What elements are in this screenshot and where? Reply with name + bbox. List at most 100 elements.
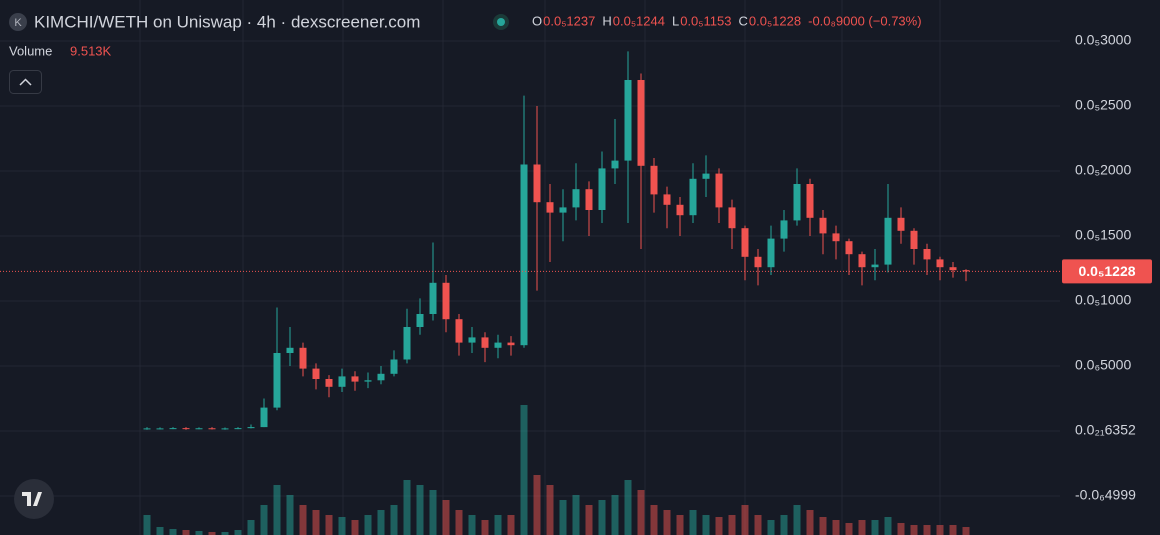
candle-body xyxy=(533,164,541,203)
volume-bar xyxy=(169,529,177,535)
y-tick-label: 0.0₂₁6352 xyxy=(1075,422,1136,438)
candle-body xyxy=(611,160,619,169)
candle-body xyxy=(897,217,905,231)
volume-bar xyxy=(546,485,554,535)
y-tick-label: 0.0₅2000 xyxy=(1075,162,1131,178)
volume-bar xyxy=(195,531,203,535)
candle-body xyxy=(585,189,593,210)
volume-bar xyxy=(377,510,385,535)
volume-bar xyxy=(312,510,320,535)
volume-bar xyxy=(221,532,229,535)
volume-bar xyxy=(208,532,216,535)
candle-body xyxy=(169,428,177,430)
volume-bar xyxy=(260,505,268,535)
volume-bar xyxy=(676,515,684,535)
volume-bar xyxy=(806,510,814,535)
volume-bar xyxy=(741,505,749,535)
volume-bar xyxy=(689,510,697,535)
candle-body xyxy=(364,380,372,382)
volume-bar xyxy=(338,517,346,535)
volume-bar xyxy=(637,490,645,535)
y-tick-label: 0.0₆5000 xyxy=(1075,357,1131,373)
volume-bar xyxy=(234,530,242,535)
volume-bar xyxy=(923,525,931,535)
volume-bar xyxy=(416,485,424,535)
candle-body xyxy=(663,194,671,205)
ohlc-key: L xyxy=(672,13,679,28)
volume-bar xyxy=(871,520,879,535)
volume-bar xyxy=(351,520,359,535)
volume-bar xyxy=(585,505,593,535)
candle-body xyxy=(559,207,567,213)
candle-body xyxy=(468,337,476,343)
candle-body xyxy=(832,233,840,242)
volume-bar xyxy=(429,490,437,535)
volume-bar xyxy=(832,520,840,535)
volume-bar xyxy=(247,520,255,535)
volume-bar xyxy=(598,500,606,535)
candle-body xyxy=(793,184,801,221)
tv-logo-mark xyxy=(22,492,42,506)
candle-body xyxy=(299,347,307,369)
candle-body xyxy=(910,230,918,249)
candle-body xyxy=(923,249,931,260)
volume-bar xyxy=(936,525,944,535)
volume-bar xyxy=(793,505,801,535)
candle-body xyxy=(208,428,216,430)
volume-bar xyxy=(559,500,567,535)
volume-bar xyxy=(728,515,736,535)
candle-body xyxy=(247,427,255,429)
candle-body xyxy=(689,178,697,216)
collapse-button[interactable] xyxy=(9,70,42,94)
candle-body xyxy=(598,168,606,210)
ohlc-key: O xyxy=(532,13,542,28)
candle-body xyxy=(390,359,398,374)
volume-bar xyxy=(442,500,450,535)
ohlc-value: 0.0₅1228 xyxy=(749,13,801,28)
candle-body xyxy=(819,217,827,234)
candle-body xyxy=(416,314,424,327)
candle-body xyxy=(221,428,229,430)
candle-body xyxy=(871,264,879,268)
volume-bar xyxy=(884,517,892,535)
candle-body xyxy=(624,80,632,161)
volume-bar xyxy=(481,520,489,535)
tv-logo[interactable] xyxy=(14,479,54,519)
volume-value: 9.513K xyxy=(70,43,112,58)
candle-body xyxy=(195,428,203,430)
volume-bar xyxy=(182,530,190,535)
volume-bar xyxy=(403,480,411,535)
volume-bar xyxy=(364,515,372,535)
candle-body xyxy=(650,165,658,195)
y-tick-label: 0.0₅3000 xyxy=(1075,32,1131,48)
y-tick-label: 0.0₅1500 xyxy=(1075,227,1131,243)
volume-bar xyxy=(455,510,463,535)
volume-bar xyxy=(858,520,866,535)
candle-body xyxy=(754,256,762,268)
volume-bar xyxy=(845,523,853,535)
volume-bar xyxy=(533,475,541,535)
volume-bar xyxy=(819,517,827,535)
volume-bar xyxy=(325,515,333,535)
candle-body xyxy=(637,80,645,166)
candle-body xyxy=(845,241,853,255)
candle-body xyxy=(936,259,944,268)
candle-body xyxy=(325,379,333,387)
ohlc-value: 0.0₅1153 xyxy=(680,13,731,28)
candle-body xyxy=(767,238,775,268)
candle-body xyxy=(260,407,268,428)
volume-bar xyxy=(767,520,775,535)
y-tick-label: 0.0₅2500 xyxy=(1075,97,1131,113)
candle-body xyxy=(858,254,866,268)
volume-bar xyxy=(468,515,476,535)
volume-bar xyxy=(572,495,580,535)
candle-body xyxy=(377,373,385,381)
candle-body xyxy=(884,217,892,265)
candle-body xyxy=(338,376,346,387)
volume-bar xyxy=(494,515,502,535)
volume-bar xyxy=(611,495,619,535)
volume-bar xyxy=(390,505,398,535)
volume-bar xyxy=(910,525,918,535)
